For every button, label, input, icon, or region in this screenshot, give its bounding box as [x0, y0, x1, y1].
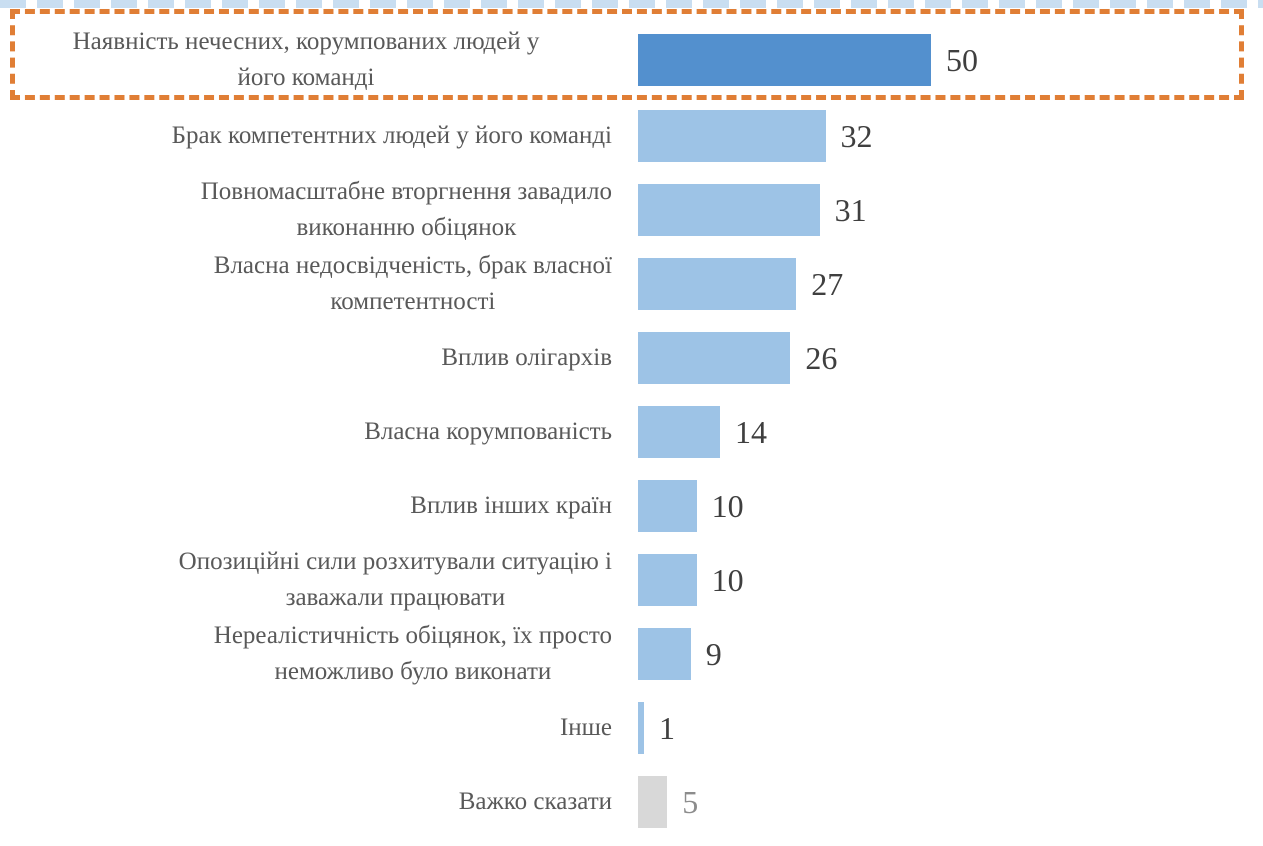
chart-row: Вплив олігархів 26 [0, 321, 1263, 395]
bar [638, 554, 697, 606]
value-label: 26 [805, 339, 838, 376]
category-cell: Нереалістичність обіцянок, їх просто нем… [0, 618, 612, 690]
value-label: 5 [682, 783, 699, 820]
category-label: Опозиційні сили розхитували ситуацію і з… [178, 548, 612, 611]
category-cell: Власна корумпованість [0, 414, 612, 450]
category-label: Вплив олігархів [441, 344, 612, 371]
category-cell: Брак компетентних людей у його команді [0, 118, 612, 154]
chart-row: Важко сказати 5 [0, 765, 1263, 839]
value-label: 10 [711, 561, 744, 598]
category-cell: Власна недосвідченість, брак власної ком… [0, 248, 612, 320]
chart-row: Вплив інших країн 10 [0, 469, 1263, 543]
category-cell: Вплив інших країн [0, 488, 612, 524]
bar [638, 332, 791, 384]
bar [638, 110, 826, 162]
category-cell: Важко сказати [0, 784, 612, 820]
value-label: 14 [735, 413, 768, 450]
bar [638, 480, 697, 532]
chart-row: Брак компетентних людей у його команді 32 [0, 99, 1263, 173]
bar [638, 776, 668, 828]
value-label: 32 [840, 117, 873, 154]
category-label: Брак компетентних людей у його команді [171, 122, 612, 149]
category-label: Інше [559, 714, 612, 741]
category-cell: Інше [0, 710, 612, 746]
chart-row: Наявність нечесних, корумпованих людей у… [0, 23, 1263, 97]
category-cell: Опозиційні сили розхитували ситуацію і з… [0, 544, 612, 616]
value-label: 10 [711, 487, 744, 524]
chart-row: Власна недосвідченість, брак власної ком… [0, 247, 1263, 321]
top-dashed-line-artifact [0, 0, 1263, 8]
chart-row: Власна корумпованість 14 [0, 395, 1263, 469]
category-label: Повномасштабне вторгнення завадило викон… [200, 178, 612, 241]
category-label: Власна корумпованість [364, 418, 612, 445]
bar [638, 628, 691, 680]
category-cell: Вплив олігархів [0, 340, 612, 376]
chart-row: Опозиційні сили розхитували ситуацію і з… [0, 543, 1263, 617]
bar [638, 258, 797, 310]
value-label: 50 [946, 41, 978, 78]
value-label: 1 [659, 709, 675, 746]
value-label: 9 [705, 635, 722, 672]
chart-row: Нереалістичність обіцянок, їх просто нем… [0, 617, 1263, 691]
bar [638, 702, 644, 754]
bar [638, 34, 931, 86]
chart-row: Інше 1 [0, 691, 1263, 765]
category-label: Важко сказати [458, 788, 612, 815]
value-label: 27 [811, 265, 844, 302]
bar [638, 184, 820, 236]
value-label: 31 [834, 191, 867, 228]
category-label: Нереалістичність обіцянок, їх просто нем… [213, 622, 612, 685]
category-cell: Наявність нечесних, корумпованих людей у… [0, 24, 612, 96]
category-cell: Повномасштабне вторгнення завадило викон… [0, 174, 612, 246]
category-label: Власна недосвідченість, брак власної ком… [213, 252, 612, 315]
category-label: Вплив інших країн [410, 492, 612, 519]
category-label: Наявність нечесних, корумпованих людей у… [72, 28, 540, 91]
bar [638, 406, 721, 458]
chart-row: Повномасштабне вторгнення завадило викон… [0, 173, 1263, 247]
